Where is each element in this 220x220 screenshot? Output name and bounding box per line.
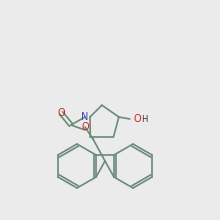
Text: O: O: [57, 108, 65, 118]
Text: O: O: [81, 122, 89, 132]
Text: O: O: [133, 114, 141, 124]
Text: H: H: [141, 114, 147, 123]
Text: N: N: [81, 112, 89, 122]
